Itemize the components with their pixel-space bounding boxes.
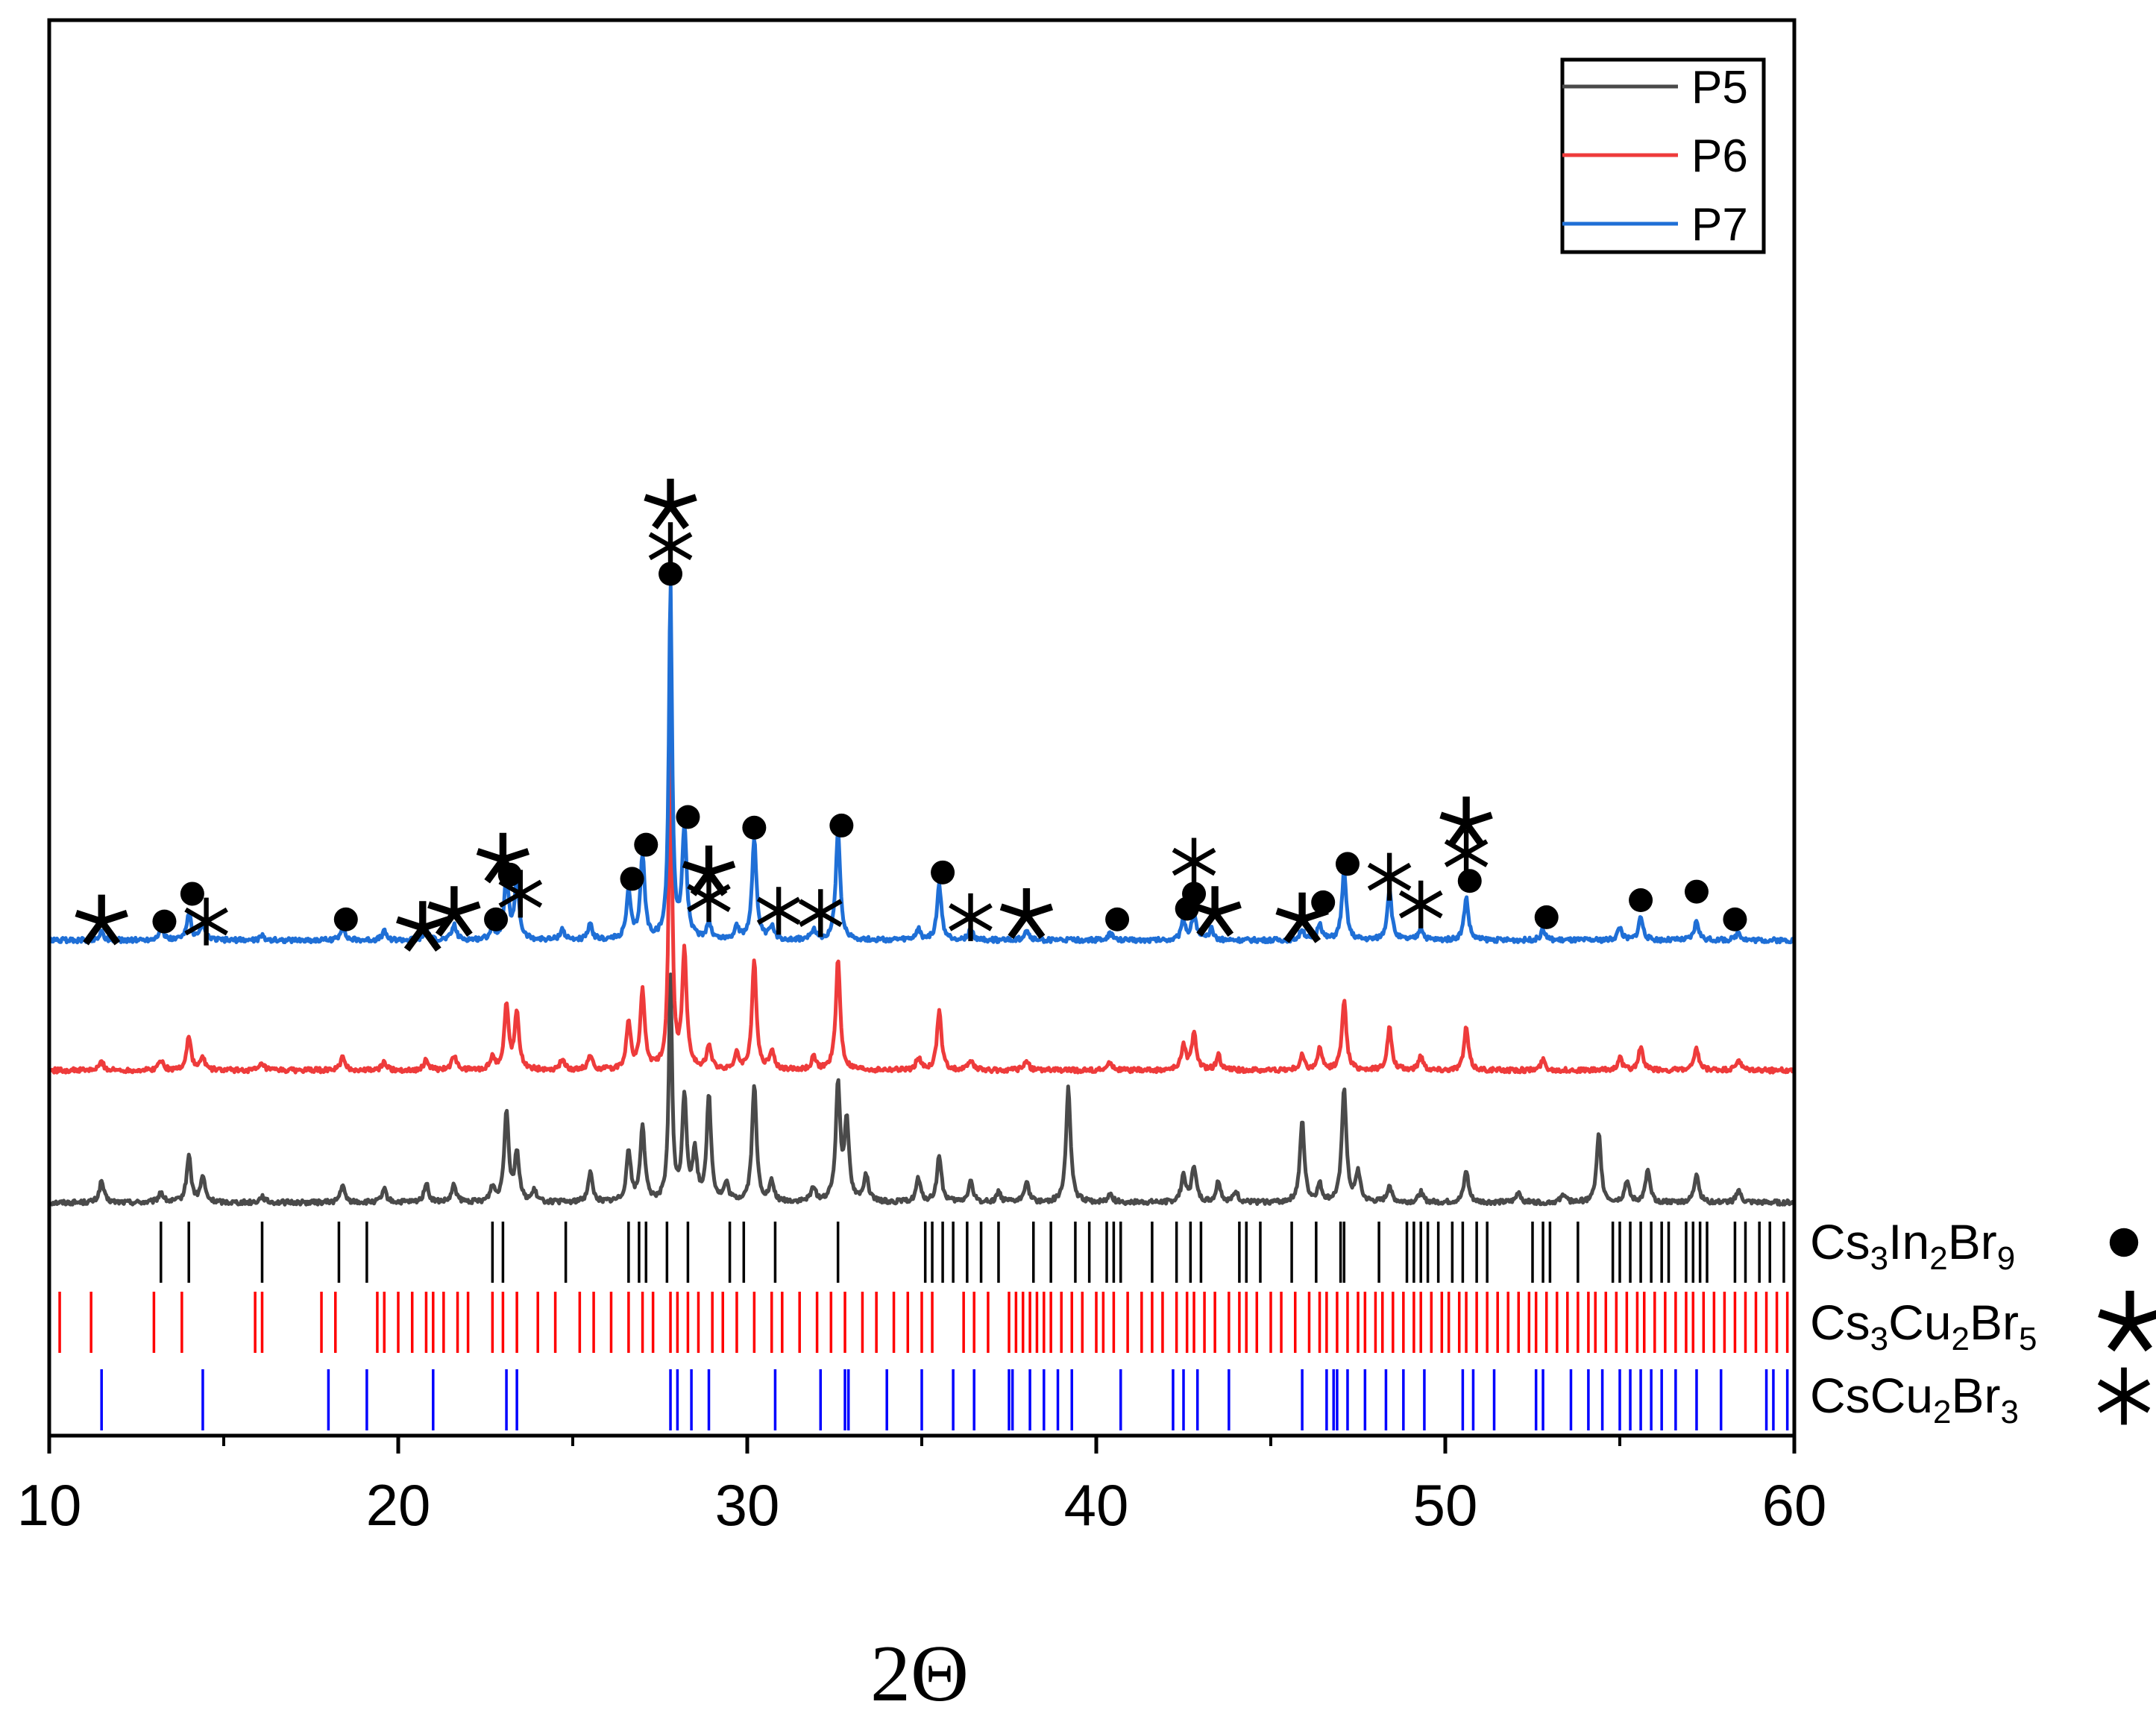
dot-marker: [1182, 882, 1207, 906]
x-tick-label: 40: [1064, 1472, 1129, 1538]
dot-marker: [180, 882, 204, 906]
dot-marker: [333, 907, 358, 931]
series-p6-line: [48, 726, 1796, 1075]
dot-marker: [659, 562, 683, 586]
x-tick-label: 30: [715, 1472, 780, 1538]
legend-label-p5: P5: [1691, 62, 1748, 113]
asterisk-legend-icon: [2097, 1367, 2151, 1425]
reference-label: Cs3In2Br9: [1810, 1214, 2015, 1277]
reference-cscu2br3: [100, 1369, 1789, 1430]
star-marker: [75, 894, 128, 946]
reference-cs3cu2br5: [58, 1292, 1789, 1353]
star-marker: [1188, 886, 1242, 937]
x-tick-label: 10: [17, 1472, 82, 1538]
dot-marker: [1629, 888, 1653, 913]
series-p7-line: [47, 584, 1796, 945]
reference-labels: Cs3In2Br9 Cs3Cu2Br5 CsCu2Br3: [1810, 1214, 2156, 1430]
asterisk-marker: [1172, 838, 1216, 886]
asterisk-marker: [184, 897, 228, 946]
dot-marker: [1311, 890, 1336, 914]
legend-label-p7: P7: [1691, 199, 1748, 251]
x-tick-label: 20: [366, 1472, 431, 1538]
star-marker: [427, 886, 481, 937]
star-legend-icon: [2098, 1290, 2156, 1352]
star-marker: [1275, 892, 1329, 943]
asterisk-marker: [498, 870, 543, 918]
x-tick-label: 50: [1413, 1472, 1478, 1538]
star-marker: [682, 845, 736, 896]
dot-marker: [484, 907, 509, 931]
dot-marker: [931, 860, 955, 885]
dot-marker: [676, 805, 700, 829]
series-p5-line: [48, 973, 1796, 1207]
asterisk-marker: [1398, 880, 1443, 929]
x-axis-title: 2Θ: [870, 1630, 969, 1718]
dot-marker: [634, 832, 659, 857]
star-marker: [644, 478, 697, 530]
dot-marker: [1684, 879, 1709, 904]
asterisk-marker: [1444, 829, 1489, 878]
dot-marker: [1534, 905, 1559, 929]
dot-marker: [742, 815, 767, 840]
star-marker: [999, 888, 1054, 939]
dot-marker: [1723, 907, 1747, 931]
asterisk-marker: [756, 887, 801, 935]
x-tick-label: 60: [1762, 1472, 1827, 1538]
x-axis: 10 20 30 40 50 60: [17, 1436, 1827, 1538]
asterisk-marker: [949, 893, 993, 941]
legend-label-p6: P6: [1691, 131, 1748, 182]
reference-patterns: [58, 1222, 1789, 1430]
dot-marker: [620, 867, 644, 891]
asterisk-marker: [687, 874, 731, 923]
dot-legend-icon: [2109, 1228, 2139, 1257]
reference-cs3in2br9: [160, 1222, 1785, 1283]
reference-label: CsCu2Br3: [1810, 1368, 2019, 1430]
series-layer: [47, 584, 1796, 1207]
dot-marker: [1105, 907, 1130, 931]
asterisk-marker: [1367, 852, 1412, 901]
dot-marker: [829, 813, 854, 838]
asterisk-marker: [798, 889, 843, 937]
dot-marker: [497, 862, 522, 887]
dot-marker: [1335, 852, 1360, 876]
legend-items: P5 P6 P7: [1562, 62, 1748, 251]
reference-label: Cs3Cu2Br5: [1810, 1295, 2037, 1357]
phase-markers: [75, 478, 1747, 952]
star-marker: [1439, 796, 1493, 847]
dot-marker: [1457, 869, 1482, 893]
legend: P5 P6 P7: [1560, 57, 1766, 254]
star-marker: [396, 901, 450, 952]
dot-marker: [152, 909, 177, 934]
